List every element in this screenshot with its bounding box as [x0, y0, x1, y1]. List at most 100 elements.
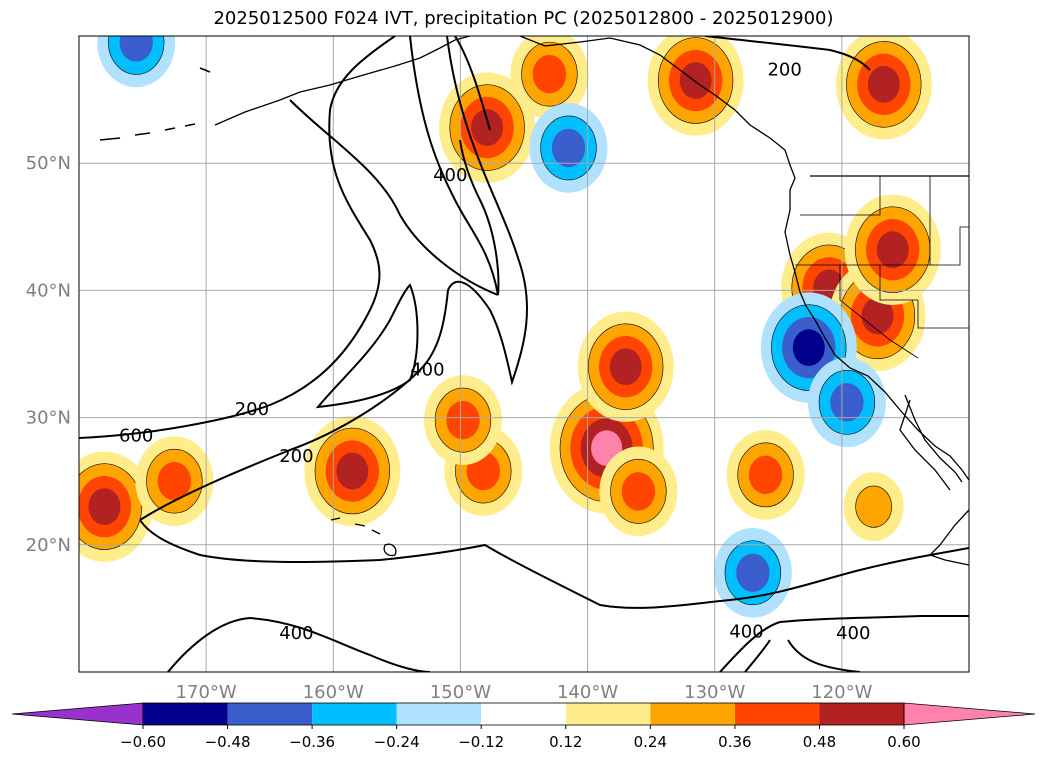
colorbar-segment: [227, 703, 313, 725]
ivt-contour-line: [167, 616, 431, 672]
ivt-contour-line: [454, 36, 491, 131]
coastline-north-america: [214, 36, 969, 481]
colorbar-extend-low: [11, 702, 144, 726]
ivt-contour-line: [139, 36, 528, 521]
precip-blob-level: [621, 472, 656, 511]
precip-blob: [577, 311, 674, 422]
ivt-contour-labels: 600 400 400 200 200 200 400 400 400: [119, 59, 870, 643]
precip-blob: [439, 72, 536, 183]
colorbar-tick-label: −0.36: [289, 733, 335, 751]
lon-tick-label: 130°W: [684, 682, 745, 703]
precip-blob: [844, 194, 941, 305]
colorbar-tick-label: −0.24: [374, 733, 420, 751]
colorbar-segment: [734, 703, 820, 725]
lon-tick-label: 170°W: [176, 682, 237, 703]
colorbar-tick-label: 0.60: [887, 733, 920, 751]
precip-blob-level: [792, 329, 825, 367]
hawaiian-islands: [330, 517, 397, 557]
ivt-contour-label: 200: [767, 59, 801, 80]
lon-tick-label: 120°W: [811, 682, 872, 703]
precip-blob-level: [736, 553, 770, 593]
precip-blob: [510, 36, 589, 119]
ivt-contour-line: [704, 36, 871, 71]
colorbar-tick-label: −0.48: [205, 733, 251, 751]
coastline-baja: [899, 394, 963, 491]
precip-blob-level: [446, 400, 480, 440]
chart-title: 2025012500 F024 IVT, precipitation PC (2…: [213, 8, 834, 29]
lat-tick-label: 50°N: [26, 153, 71, 174]
ivt-contour-line: [744, 639, 861, 672]
ivt-contour-line: [139, 519, 969, 609]
precipitation-shading: [79, 36, 941, 618]
precip-blob-level: [867, 65, 900, 103]
precip-blob-level: [876, 231, 909, 269]
colorbar-tick-label: 0.24: [634, 733, 667, 751]
lon-tick-label: 150°W: [430, 682, 491, 703]
precip-blob: [835, 36, 932, 140]
precip-blob-level: [861, 297, 894, 335]
aleutian-islands: [99, 67, 211, 141]
ivt-contour-line: [79, 36, 396, 439]
state-borders: [795, 176, 969, 359]
colorbar-segment: [650, 703, 735, 725]
ivt-contour-line: [315, 283, 419, 409]
precip-blob-level: [336, 452, 369, 490]
ivt-contour-label: 400: [279, 623, 313, 644]
ivt-contour-label: 400: [836, 623, 870, 644]
ivt-contour-label: 600: [119, 426, 153, 447]
lat-tick-label: 40°N: [26, 280, 71, 301]
precip-blob-level: [551, 128, 586, 168]
colorbar: −0.60 −0.48 −0.36 −0.24 −0.12 0.12 0.24 0.36 0.4…: [11, 702, 1036, 751]
axis-tick-labels: 170°W 160°W 150°W 140°W 130°W 120°W 50°N 40°N 30…: [26, 153, 873, 703]
precip-blob-level: [471, 109, 504, 146]
colorbar-segment: [312, 703, 397, 725]
precip-blob-level: [748, 455, 783, 495]
precip-blob: [843, 472, 904, 542]
ivt-contour-label: 400: [433, 165, 467, 186]
colorbar-segment: [481, 703, 566, 725]
colorbar-extend-high: [903, 702, 1036, 726]
coastline-mexico: [928, 509, 969, 566]
lon-tick-label: 160°W: [303, 682, 364, 703]
colorbar-tick-label: −0.60: [120, 733, 166, 751]
lat-tick-label: 30°N: [26, 408, 71, 429]
precip-blob: [79, 451, 153, 562]
ivt-contour-line: [289, 99, 499, 296]
precip-blob: [304, 415, 401, 527]
precip-blob: [726, 429, 805, 520]
precip-blob-level: [679, 62, 712, 99]
colorbar-tick-label: 0.12: [549, 733, 582, 751]
precip-blob: [599, 446, 678, 537]
colorbar-segment: [143, 703, 228, 725]
precip-blob: [713, 527, 792, 618]
precip-blob-level: [609, 348, 642, 386]
colorbar-tick-label: 0.36: [718, 733, 751, 751]
precip-blob: [807, 357, 886, 448]
colorbar-segment: [396, 703, 482, 725]
precip-blob: [647, 36, 744, 136]
precip-blob-level: [88, 488, 121, 526]
ivt-contour-line: [719, 615, 969, 672]
ivt-contour-label: 200: [235, 399, 269, 420]
lon-tick-label: 140°W: [557, 682, 618, 703]
colorbar-tick-label: −0.12: [458, 733, 504, 751]
precip-blob: [529, 103, 608, 193]
precip-blob-level: [855, 485, 892, 528]
ivt-contour-label: 400: [410, 360, 444, 381]
ivt-contour-label: 400: [729, 622, 763, 643]
ivt-contour-line: [409, 36, 500, 296]
colorbar-segment: [819, 703, 904, 725]
precip-blob: [135, 436, 214, 527]
precip-blob-level: [532, 54, 567, 94]
colorbar-segment: [565, 703, 651, 725]
colorbar-frame: [142, 702, 905, 726]
precip-blob-level: [157, 461, 192, 501]
colorbar-tick-label: 0.48: [803, 733, 836, 751]
plot-frame: [78, 35, 970, 673]
precip-blob: [760, 292, 857, 403]
precip-blob: [97, 36, 176, 88]
precip-blob-level: [830, 383, 864, 422]
ivt-contours: [79, 36, 969, 672]
lat-tick-label: 20°N: [26, 535, 71, 556]
